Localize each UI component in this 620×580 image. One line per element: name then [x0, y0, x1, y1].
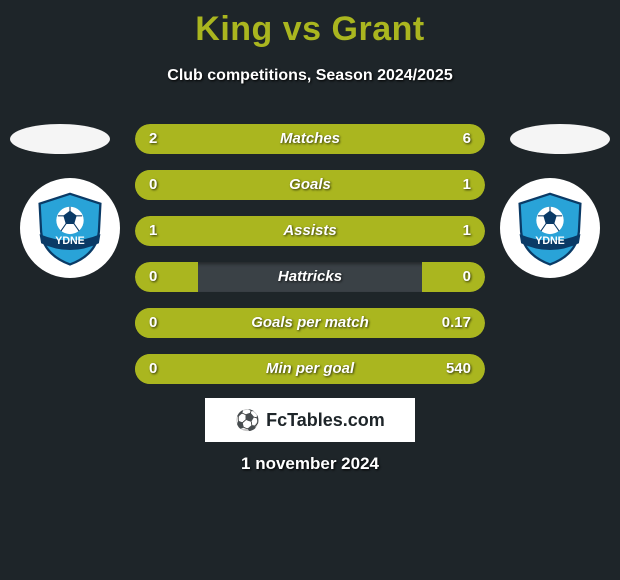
subtitle: Club competitions, Season 2024/2025: [0, 67, 620, 85]
date-label: 1 november 2024: [0, 454, 620, 474]
club-badge-right: YDNE: [500, 178, 600, 278]
stat-row: 11Assists: [135, 216, 485, 246]
player-avatar-right: [510, 124, 610, 154]
player-avatar-left: [10, 124, 110, 154]
stat-row: 26Matches: [135, 124, 485, 154]
page-title: King vs Grant: [0, 0, 620, 49]
stat-row: 00Hattricks: [135, 262, 485, 292]
stat-label: Hattricks: [135, 262, 485, 292]
stat-row: 0540Min per goal: [135, 354, 485, 384]
stat-row: 00.17Goals per match: [135, 308, 485, 338]
stats-container: 26Matches 01Goals 11Assists 00Hattricks 00.1…: [135, 124, 485, 400]
club-badge-text: YDNE: [55, 235, 85, 247]
club-logo-icon: YDNE: [512, 190, 588, 266]
stat-label: Min per goal: [135, 354, 485, 384]
stat-label: Matches: [135, 124, 485, 154]
soccer-ball-icon: ⚽: [235, 408, 260, 433]
attribution-text: FcTables.com: [266, 410, 385, 431]
stat-label: Goals per match: [135, 308, 485, 338]
club-logo-icon: YDNE: [32, 190, 108, 266]
club-badge-left: YDNE: [20, 178, 120, 278]
club-badge-text: YDNE: [535, 235, 565, 247]
stat-label: Assists: [135, 216, 485, 246]
attribution-logo[interactable]: ⚽ FcTables.com: [205, 398, 415, 442]
stat-row: 01Goals: [135, 170, 485, 200]
stat-label: Goals: [135, 170, 485, 200]
